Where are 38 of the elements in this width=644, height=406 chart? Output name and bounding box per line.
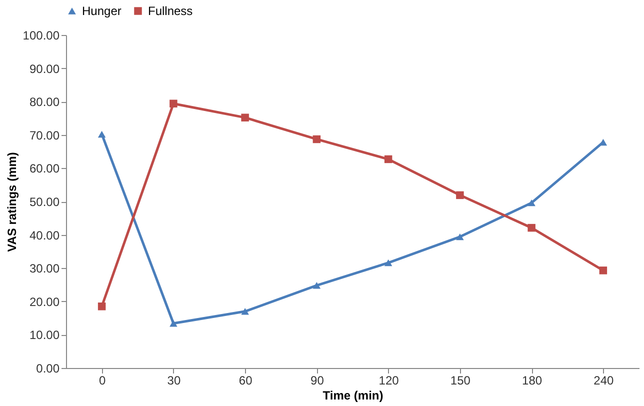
x-tick-label: 90	[310, 374, 324, 388]
legend-label: Hunger	[82, 4, 122, 18]
y-tick-label: 70.00	[29, 128, 60, 142]
point	[456, 191, 464, 200]
point	[241, 308, 249, 315]
point	[384, 155, 392, 164]
point	[98, 130, 106, 138]
legend-label: Fullness	[148, 4, 193, 18]
x-tick-label: 30	[167, 374, 181, 388]
y-tick-label: 90.00	[29, 62, 60, 76]
y-tick-label: 30.00	[29, 262, 60, 276]
y-tick-label: 100.00	[22, 28, 60, 42]
y-tick-label: 0.00	[36, 362, 60, 376]
point	[528, 199, 536, 206]
point	[170, 100, 178, 108]
x-tick-label: 240	[594, 374, 614, 388]
point	[170, 320, 178, 327]
point	[599, 266, 608, 274]
y-tick-label: 80.00	[29, 95, 60, 110]
x-tick-label: 150	[450, 374, 471, 388]
point	[384, 259, 392, 266]
y-axis-title: VAS ratings (mm)	[4, 152, 19, 252]
x-tick-label: 120	[378, 374, 400, 388]
point	[456, 233, 464, 240]
y-tick-label: 20.00	[29, 294, 60, 309]
x-tick-label: 180	[522, 374, 542, 388]
x-axis-title: Time (min)	[322, 388, 384, 402]
y-tick-label: 10.00	[29, 328, 60, 342]
x-tick-label: 60	[238, 374, 253, 388]
y-tick-label: 60.00	[29, 162, 60, 176]
point	[98, 302, 106, 310]
x-tick-label: 0	[98, 374, 106, 388]
point	[312, 282, 321, 289]
point	[241, 114, 249, 122]
y-tick-label: 50.00	[29, 195, 60, 209]
point	[528, 224, 536, 232]
point	[312, 135, 321, 144]
y-tick-label: 40.00	[29, 228, 60, 242]
